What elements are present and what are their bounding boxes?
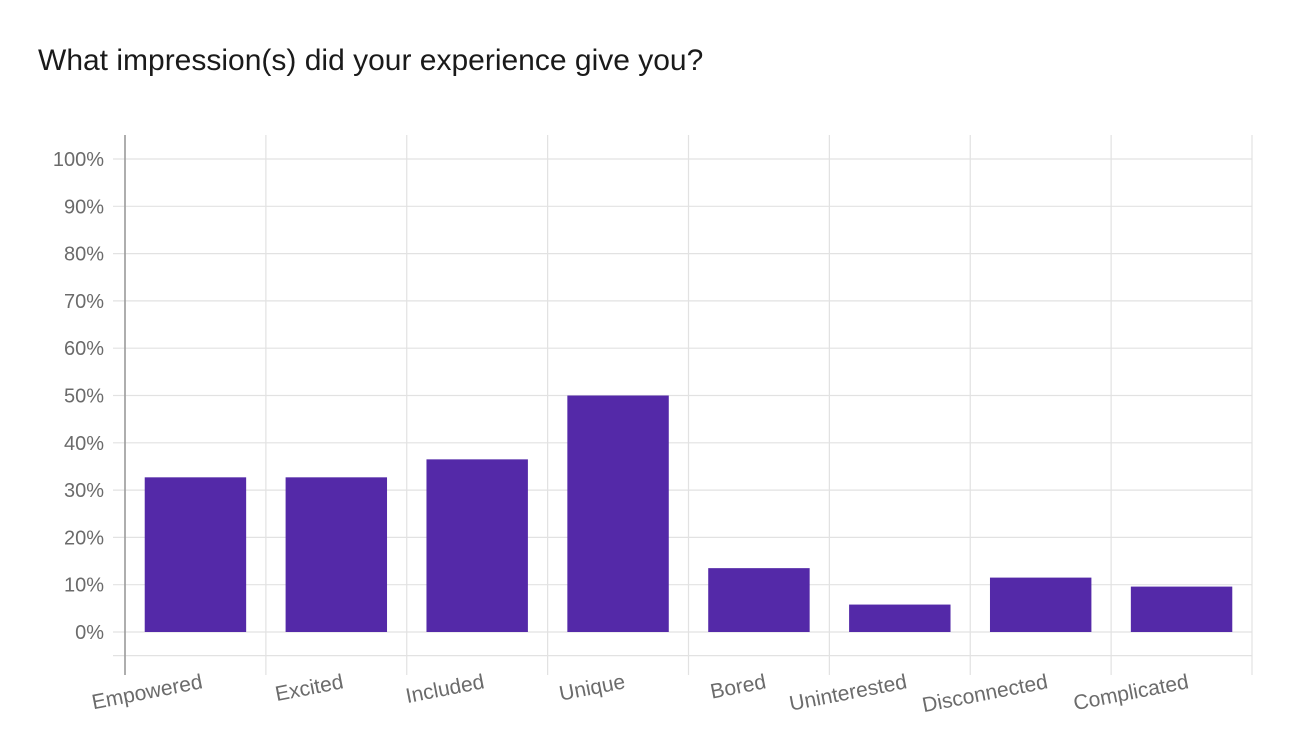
x-tick-label: Complicated xyxy=(1072,670,1191,715)
y-tick-label: 80% xyxy=(64,244,104,266)
y-tick-label: 10% xyxy=(64,575,104,597)
bar xyxy=(567,395,669,632)
x-tick-label: Uninterested xyxy=(787,670,908,715)
bar xyxy=(144,477,247,632)
bar xyxy=(708,568,810,632)
y-tick-label: 30% xyxy=(64,480,104,502)
bar xyxy=(1130,586,1233,632)
y-tick-label: 0% xyxy=(75,622,104,644)
y-tick-label: 20% xyxy=(64,527,104,549)
bar xyxy=(426,459,528,632)
x-tick-label: Unique xyxy=(557,670,627,705)
x-tick-label: Disconnected xyxy=(920,670,1049,717)
x-tick-label: Bored xyxy=(708,670,767,703)
x-tick-label: Included xyxy=(404,670,486,708)
y-tick-label: 40% xyxy=(64,433,104,455)
x-axis-labels: Empowered Excited Included Unique Bored Unint… xyxy=(90,670,1191,717)
y-tick-label: 50% xyxy=(64,386,104,408)
bar xyxy=(849,604,951,632)
y-tick-label: 100% xyxy=(53,149,104,171)
x-tick-label: Excited xyxy=(273,670,345,706)
y-tick-label: 90% xyxy=(64,196,104,218)
y-tick-label: 70% xyxy=(64,291,104,313)
x-tick-label: Empowered xyxy=(90,670,204,714)
y-tick-label: 60% xyxy=(64,338,104,360)
bar xyxy=(285,477,388,632)
bar xyxy=(989,577,1092,632)
bars xyxy=(144,395,1233,632)
y-axis-ticks: 0% 10% 20% 30% 40% 50% 60% 70% 80% 90% 100% xyxy=(53,149,104,644)
chart-title: What impression(s) did your experience g… xyxy=(38,44,704,77)
